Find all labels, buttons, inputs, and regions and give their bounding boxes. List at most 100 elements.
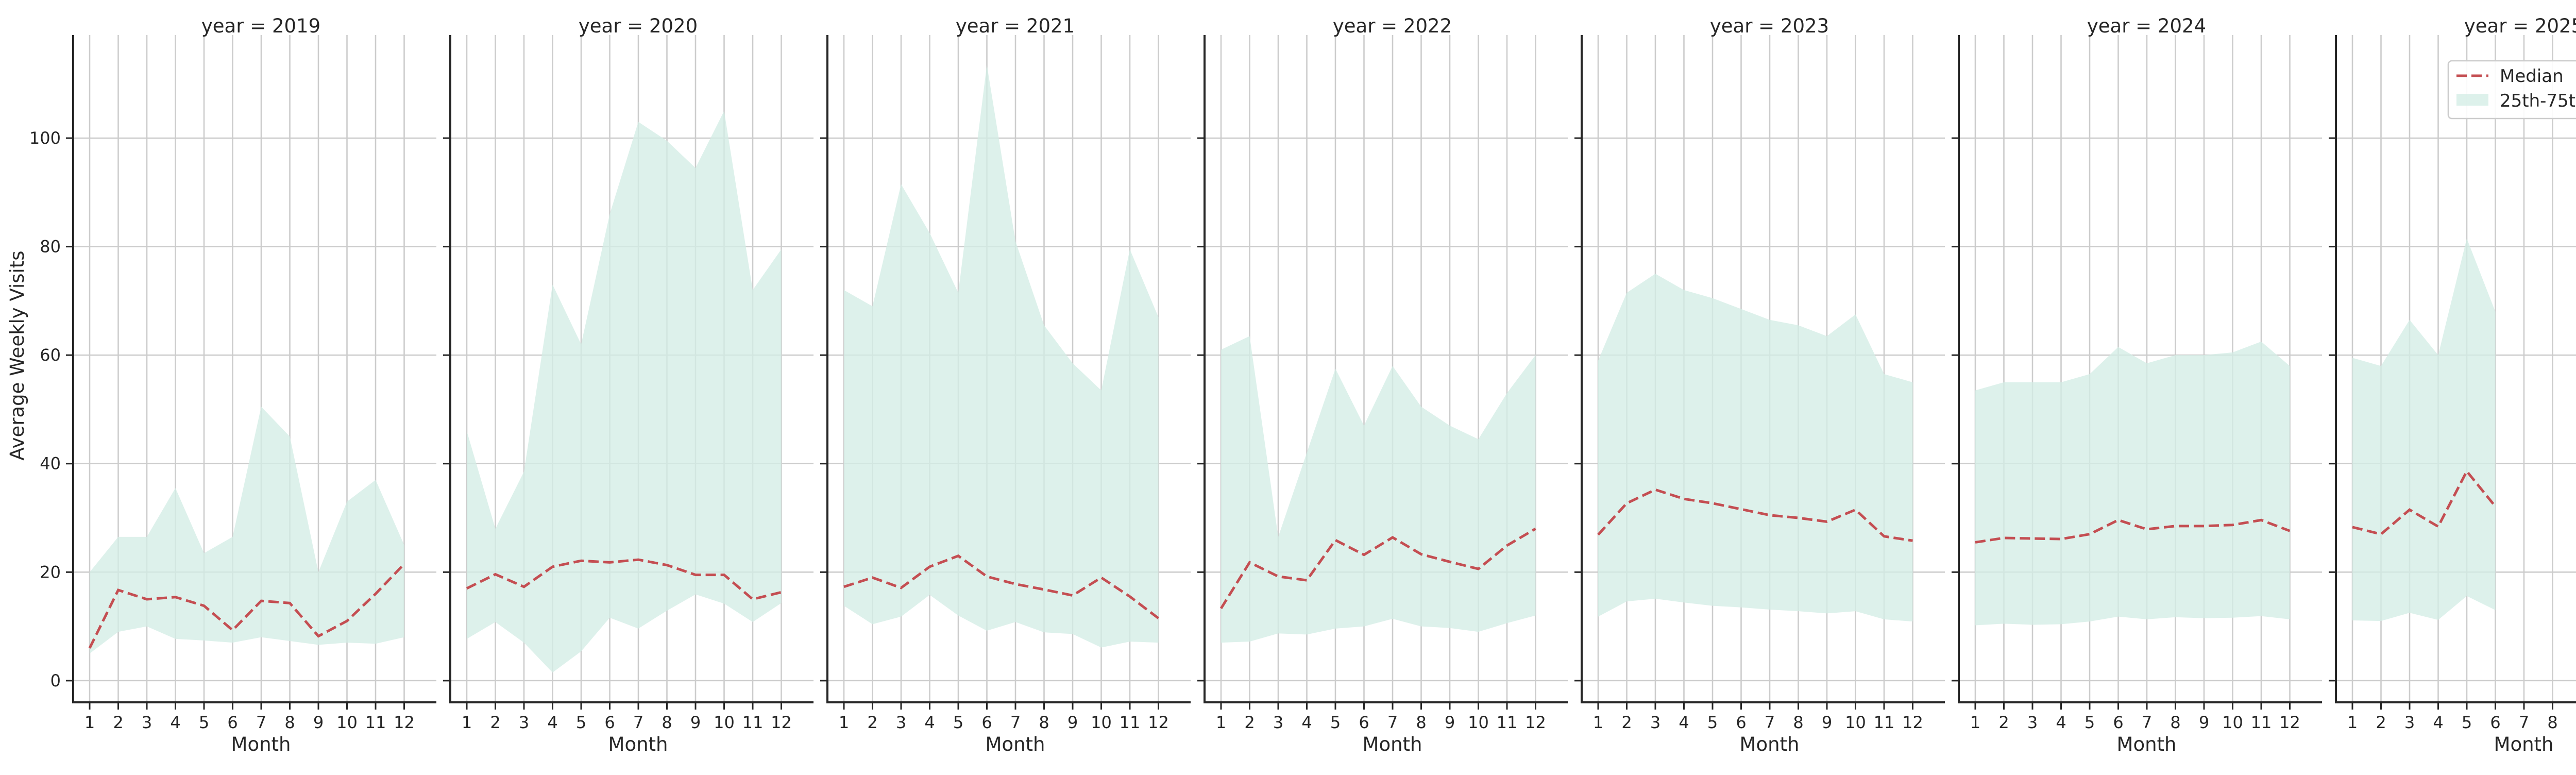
x-axis-label: Month xyxy=(986,733,1045,755)
y-tick-label: 100 xyxy=(29,128,61,148)
x-tick-label: 9 xyxy=(1822,713,1832,732)
x-tick-label: 10 xyxy=(1091,713,1112,732)
x-tick-label: 5 xyxy=(576,713,586,732)
panel-title: year = 2023 xyxy=(1710,15,1829,37)
x-tick-label: 4 xyxy=(2433,713,2443,732)
x-tick-label: 1 xyxy=(1216,713,1226,732)
percentile-band xyxy=(1598,274,1913,621)
legend: Median 25th-75th Percentile xyxy=(2448,61,2576,119)
x-tick-label: 3 xyxy=(1650,713,1660,732)
legend-band-swatch xyxy=(2456,94,2488,106)
x-tick-label: 10 xyxy=(336,713,358,732)
y-axis-label: Average Weekly Visits xyxy=(6,250,28,460)
x-axis-label: Month xyxy=(1740,733,1800,755)
x-tick-label: 12 xyxy=(394,713,415,732)
x-tick-label: 10 xyxy=(714,713,735,732)
x-tick-label: 7 xyxy=(633,713,643,732)
x-tick-label: 1 xyxy=(462,713,472,732)
y-tick-label: 40 xyxy=(40,454,61,474)
x-tick-label: 8 xyxy=(1039,713,1049,732)
x-tick-label: 3 xyxy=(896,713,906,732)
x-tick-label: 8 xyxy=(1416,713,1426,732)
percentile-band xyxy=(1975,342,2290,626)
x-tick-label: 4 xyxy=(1301,713,1312,732)
legend-median-label: Median xyxy=(2500,66,2564,87)
x-tick-label: 6 xyxy=(981,713,992,732)
x-tick-label: 6 xyxy=(2113,713,2123,732)
panel-title: year = 2022 xyxy=(1333,15,1452,37)
x-tick-label: 6 xyxy=(2490,713,2500,732)
x-tick-label: 8 xyxy=(2547,713,2557,732)
x-tick-label: 5 xyxy=(199,713,209,732)
x-tick-label: 11 xyxy=(1874,713,1895,732)
x-tick-label: 12 xyxy=(1902,713,1923,732)
x-tick-label: 7 xyxy=(2142,713,2152,732)
x-tick-label: 8 xyxy=(2170,713,2180,732)
x-tick-label: 5 xyxy=(2084,713,2095,732)
x-tick-label: 10 xyxy=(2222,713,2243,732)
legend-band-label: 25th-75th Percentile xyxy=(2500,91,2576,111)
x-tick-label: 4 xyxy=(1679,713,1689,732)
x-tick-label: 9 xyxy=(2199,713,2209,732)
x-tick-label: 9 xyxy=(690,713,701,732)
x-tick-label: 5 xyxy=(953,713,963,732)
x-tick-label: 6 xyxy=(604,713,615,732)
x-tick-label: 3 xyxy=(2027,713,2038,732)
x-tick-label: 4 xyxy=(547,713,557,732)
x-tick-label: 8 xyxy=(284,713,295,732)
x-tick-label: 12 xyxy=(1525,713,1546,732)
x-tick-label: 11 xyxy=(1497,713,1518,732)
x-tick-label: 8 xyxy=(662,713,672,732)
x-tick-label: 11 xyxy=(742,713,764,732)
x-tick-label: 2 xyxy=(490,713,500,732)
x-tick-label: 2 xyxy=(1998,713,2009,732)
x-axis-label: Month xyxy=(2494,733,2554,755)
x-tick-label: 11 xyxy=(365,713,386,732)
x-tick-label: 11 xyxy=(1120,713,1141,732)
x-tick-label: 1 xyxy=(2347,713,2358,732)
x-tick-label: 3 xyxy=(142,713,152,732)
x-tick-label: 7 xyxy=(1765,713,1775,732)
x-tick-label: 3 xyxy=(1273,713,1283,732)
x-tick-label: 2 xyxy=(1621,713,1632,732)
x-tick-label: 3 xyxy=(519,713,529,732)
x-tick-label: 7 xyxy=(1010,713,1021,732)
x-tick-label: 11 xyxy=(2251,713,2272,732)
x-tick-label: 9 xyxy=(313,713,324,732)
x-tick-label: 6 xyxy=(227,713,238,732)
x-tick-label: 9 xyxy=(1445,713,1455,732)
x-axis-label: Month xyxy=(231,733,291,755)
x-tick-label: 2 xyxy=(113,713,123,732)
panel-title: year = 2020 xyxy=(579,15,698,37)
y-tick-label: 0 xyxy=(50,671,61,690)
x-tick-label: 4 xyxy=(170,713,180,732)
x-tick-label: 9 xyxy=(1067,713,1078,732)
x-tick-label: 10 xyxy=(1468,713,1489,732)
panel-title: year = 2021 xyxy=(956,15,1075,37)
percentile-band xyxy=(1221,336,1536,643)
x-tick-label: 6 xyxy=(1359,713,1369,732)
y-tick-label: 20 xyxy=(40,562,61,582)
x-tick-label: 5 xyxy=(1330,713,1341,732)
x-tick-label: 1 xyxy=(1593,713,1603,732)
x-tick-label: 7 xyxy=(1387,713,1398,732)
x-tick-label: 2 xyxy=(867,713,877,732)
x-tick-label: 6 xyxy=(1736,713,1746,732)
x-tick-label: 5 xyxy=(2462,713,2472,732)
x-tick-label: 1 xyxy=(84,713,95,732)
x-tick-label: 12 xyxy=(2279,713,2300,732)
x-tick-label: 12 xyxy=(771,713,792,732)
x-tick-label: 12 xyxy=(1148,713,1169,732)
x-tick-label: 7 xyxy=(2519,713,2529,732)
x-tick-label: 1 xyxy=(1970,713,1980,732)
x-tick-label: 4 xyxy=(2056,713,2066,732)
x-axis-label: Month xyxy=(1363,733,1422,755)
x-tick-label: 3 xyxy=(2404,713,2415,732)
